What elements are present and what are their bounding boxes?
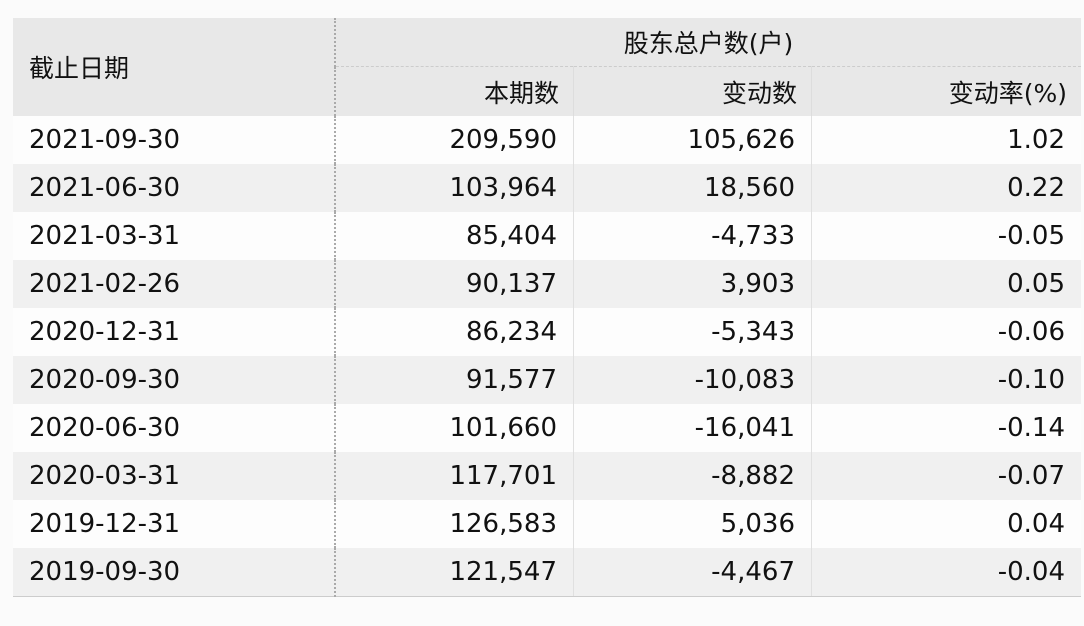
table-row: 2021-02-26 90,137 3,903 0.05: [13, 260, 1081, 308]
date-cell: 2021-06-30: [13, 164, 335, 212]
change-cell: 5,036: [573, 500, 812, 548]
current-cell: 85,404: [334, 212, 574, 260]
change-cell: -5,343: [573, 308, 812, 356]
table-row: 2021-06-30 103,964 18,560 0.22: [13, 164, 1081, 212]
date-cell: 2021-09-30: [13, 116, 335, 164]
change-cell: 105,626: [573, 116, 812, 164]
rate-cell: -0.07: [811, 452, 1081, 500]
current-cell: 91,577: [334, 356, 574, 404]
rate-cell: 0.05: [811, 260, 1081, 308]
table-row: 2020-12-31 86,234 -5,343 -0.06: [13, 308, 1081, 356]
date-cell: 2020-03-31: [13, 452, 335, 500]
table-row: 2021-03-31 85,404 -4,733 -0.05: [13, 212, 1081, 260]
change-cell: -16,041: [573, 404, 812, 452]
date-cell: 2021-03-31: [13, 212, 335, 260]
current-cell: 101,660: [334, 404, 574, 452]
date-cell: 2019-12-31: [13, 500, 335, 548]
table-row: 2020-09-30 91,577 -10,083 -0.10: [13, 356, 1081, 404]
change-cell: 18,560: [573, 164, 812, 212]
current-cell: 103,964: [334, 164, 574, 212]
table-row: 2020-06-30 101,660 -16,041 -0.14: [13, 404, 1081, 452]
rate-cell: 1.02: [811, 116, 1081, 164]
change-cell: -8,882: [573, 452, 812, 500]
change-cell: -10,083: [573, 356, 812, 404]
shareholder-table: 截止日期 股东总户数(户) 本期数 变动数 变动率(%) 2021-09-30 2…: [13, 18, 1081, 597]
header-shareholders-group: 股东总户数(户): [334, 18, 1081, 67]
date-cell: 2019-09-30: [13, 548, 335, 597]
rate-cell: -0.10: [811, 356, 1081, 404]
header-date: 截止日期: [13, 18, 335, 116]
current-cell: 121,547: [334, 548, 574, 597]
current-cell: 126,583: [334, 500, 574, 548]
change-cell: -4,733: [573, 212, 812, 260]
rate-cell: -0.06: [811, 308, 1081, 356]
change-cell: 3,903: [573, 260, 812, 308]
header-current: 本期数: [334, 66, 574, 116]
rate-cell: -0.04: [811, 548, 1081, 597]
current-cell: 90,137: [334, 260, 574, 308]
rate-cell: 0.04: [811, 500, 1081, 548]
date-cell: 2020-12-31: [13, 308, 335, 356]
table-row: 2019-09-30 121,547 -4,467 -0.04: [13, 548, 1081, 597]
current-cell: 86,234: [334, 308, 574, 356]
date-cell: 2020-06-30: [13, 404, 335, 452]
current-cell: 117,701: [334, 452, 574, 500]
date-cell: 2021-02-26: [13, 260, 335, 308]
current-cell: 209,590: [334, 116, 574, 164]
header-rate: 变动率(%): [811, 66, 1081, 116]
table-row: 2019-12-31 126,583 5,036 0.04: [13, 500, 1081, 548]
table-row: 2021-09-30 209,590 105,626 1.02: [13, 116, 1081, 164]
rate-cell: -0.14: [811, 404, 1081, 452]
header-change: 变动数: [573, 66, 812, 116]
rate-cell: 0.22: [811, 164, 1081, 212]
change-cell: -4,467: [573, 548, 812, 597]
date-cell: 2020-09-30: [13, 356, 335, 404]
table-row: 2020-03-31 117,701 -8,882 -0.07: [13, 452, 1081, 500]
rate-cell: -0.05: [811, 212, 1081, 260]
